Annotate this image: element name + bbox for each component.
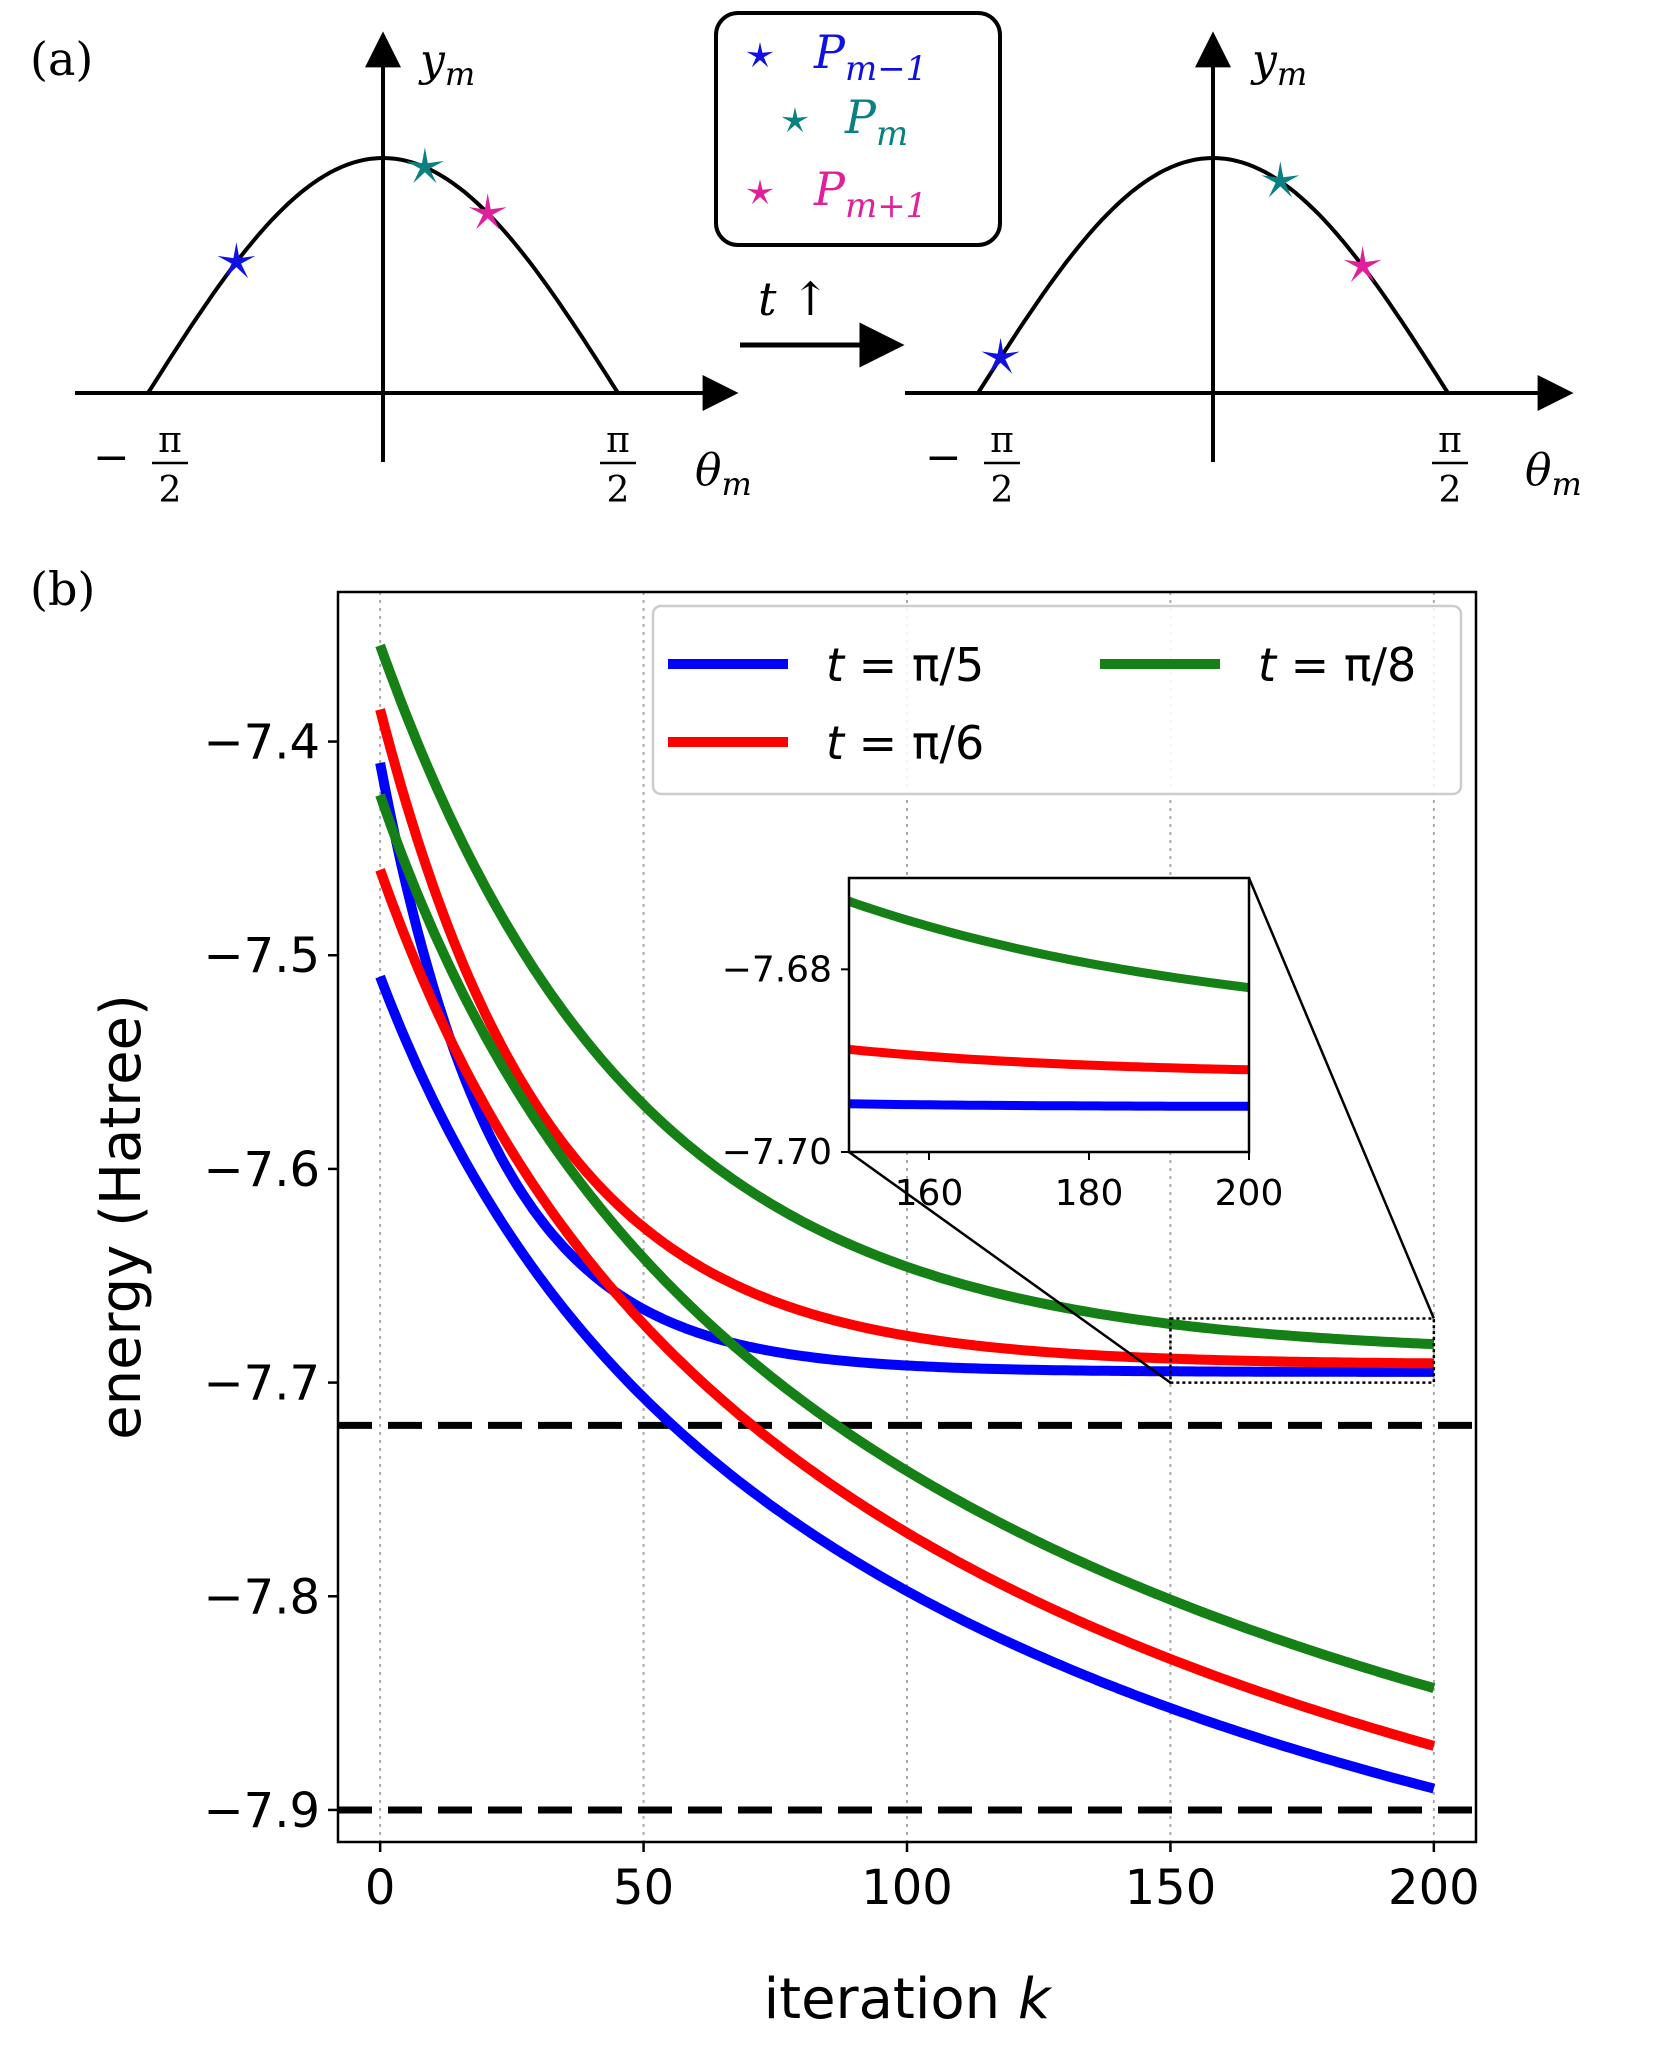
inset-x-tick-label-1: 180 <box>1055 1173 1124 1214</box>
panel-a: (a) ym θm − π 2 π 2 Pm−1Pm Pm+1 t ↑ ym <box>30 11 1582 511</box>
panel-b: (b) 0 50 100 150 200 −7.4 −7.5 −7.6 −7.7 −7.8 −7.9… <box>30 562 1480 2032</box>
legend-star-2 <box>746 179 774 205</box>
inset-frame <box>847 876 1251 1154</box>
x-tick-label-2: 100 <box>861 1860 953 1916</box>
right-tick-neg-pi-2: − π 2 <box>925 420 1020 511</box>
y-tick-label-3: −7.7 <box>203 1356 320 1412</box>
main-series <box>375 643 1436 1794</box>
svg-text:2: 2 <box>607 470 630 511</box>
main-ticks: 0 50 100 150 200 −7.4 −7.5 −7.6 −7.7 −7.8 −7.9 <box>203 715 1479 1916</box>
x-axis-label: iteration k <box>764 1967 1053 2032</box>
series-upper-0 <box>375 761 1434 1377</box>
left-tick-pi-2: π 2 <box>600 420 636 511</box>
zoom-connector-1 <box>848 1150 1172 1384</box>
inset-series-1 <box>849 1044 1249 1075</box>
zoom-connector-2 <box>1247 877 1436 1319</box>
panel-a-label: (a) <box>30 32 93 86</box>
inset-series-0 <box>849 1099 1249 1111</box>
state-star-0 <box>981 337 1020 374</box>
state-star-0 <box>217 242 256 279</box>
zoom-indicator <box>848 877 1436 1384</box>
series-lower-3 <box>375 974 1436 1794</box>
legend-label-1: Pm <box>844 90 908 154</box>
svg-text:2: 2 <box>991 470 1014 511</box>
svg-text:π: π <box>606 420 630 461</box>
x-tick-label-1: 50 <box>613 1860 674 1916</box>
legend-label-b-1: t = π/8 <box>1258 638 1416 692</box>
x-tick-label-0: 0 <box>365 1860 396 1916</box>
left-y-label: ym <box>418 35 475 93</box>
right-stars <box>981 161 1382 374</box>
inset-x-tick-label-0: 160 <box>895 1173 964 1214</box>
legend-star-1 <box>781 107 809 133</box>
x-tick-label-3: 150 <box>1125 1860 1217 1916</box>
state-star-1 <box>1261 161 1300 198</box>
inset-plot: 160 180 200 −7.68 −7.70 <box>722 876 1284 1214</box>
y-tick-label-2: −7.6 <box>203 1142 320 1198</box>
inset-x-tick-label-2: 200 <box>1215 1173 1284 1214</box>
series-upper-1 <box>375 708 1434 1369</box>
zoom-box <box>1169 1317 1436 1384</box>
legend-label-b-0: t = π/5 <box>826 638 984 692</box>
legend-label-0: Pm−1 <box>813 25 927 89</box>
series-upper-2 <box>375 643 1435 1350</box>
svg-text:π: π <box>158 420 182 461</box>
state-star-2 <box>468 193 507 230</box>
state-star-1 <box>405 147 444 184</box>
svg-text:−: − <box>93 432 130 483</box>
time-arrow-label: t ↑ <box>758 272 830 326</box>
svg-text:2: 2 <box>1439 470 1462 511</box>
y-axis-label: energy (Hatree) <box>89 994 154 1440</box>
reference-lines <box>338 1421 1476 1814</box>
panel-a-legend: Pm−1Pm Pm+1 <box>746 25 927 226</box>
main-grid <box>379 592 1435 1842</box>
svg-text:π: π <box>990 420 1014 461</box>
inset-ticks: 160 180 200 −7.68 −7.70 <box>722 949 1284 1214</box>
inset-series-2 <box>849 896 1249 993</box>
y-tick-label-5: −7.9 <box>203 1783 320 1839</box>
left-tick-neg-pi-2: − π 2 <box>93 420 188 511</box>
y-tick-label-1: −7.5 <box>203 928 320 984</box>
panel-b-label: (b) <box>30 562 95 616</box>
panel-a-legend-box <box>714 11 1002 247</box>
right-y-label: ym <box>1250 35 1307 93</box>
legend-star-0 <box>746 42 774 68</box>
y-tick-label-4: −7.8 <box>203 1569 320 1625</box>
left-theta-label: θm <box>695 445 752 503</box>
inset-series <box>849 896 1249 1111</box>
right-theta-label: θm <box>1525 445 1582 503</box>
legend-box <box>651 604 1463 796</box>
right-tick-pi-2: π 2 <box>1432 420 1468 511</box>
state-star-2 <box>1343 246 1382 283</box>
y-tick-label-0: −7.4 <box>203 715 320 771</box>
series-lower-5 <box>375 793 1436 1693</box>
svg-text:2: 2 <box>159 470 182 511</box>
svg-text:−: − <box>925 432 962 483</box>
legend-label-2: Pm+1 <box>813 162 927 226</box>
inset-y-tick-label-0: −7.68 <box>722 949 832 990</box>
legend: t = π/5 t = π/8 t = π/6 <box>668 638 1416 770</box>
svg-text:π: π <box>1438 420 1462 461</box>
legend-label-b-2: t = π/6 <box>826 716 984 770</box>
series-lower-4 <box>375 868 1436 1751</box>
left-stars <box>217 147 507 279</box>
x-tick-label-4: 200 <box>1388 1860 1480 1916</box>
inset-y-tick-label-1: −7.70 <box>722 1132 832 1173</box>
